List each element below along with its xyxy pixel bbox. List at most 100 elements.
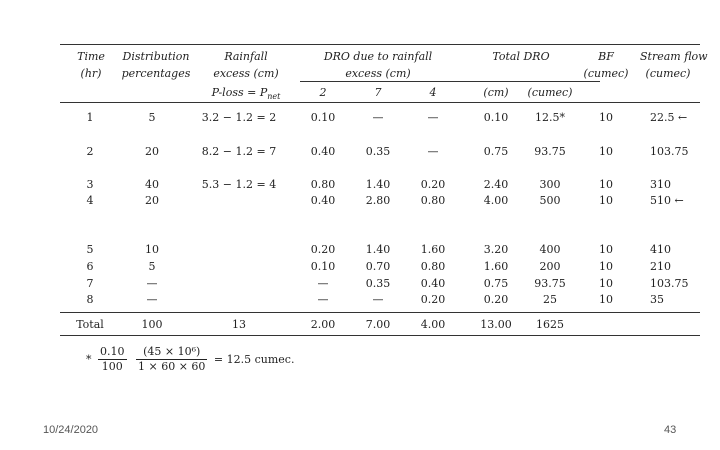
cell-d2: — [317,293,329,306]
total-tcu: 1625 [536,318,564,331]
total-label: Total [76,318,104,331]
header-bf-unit: (cumec) [583,67,629,80]
header-ploss: P-loss = Pnet [211,86,281,102]
header-rainfall: Rainfall [224,50,268,63]
cell-d4: 0.20 [420,178,446,191]
cell-tcu: 200 [539,260,561,273]
header-dro-2: excess (cm) [345,67,411,80]
total-d2: 2.00 [310,318,336,331]
total-d4: 4.00 [420,318,446,331]
header-total-dro: Total DRO [492,50,550,63]
cell-tcm: 0.10 [483,111,509,124]
cell-tcm: 0.75 [483,145,509,158]
header-total-cumec: (cumec) [527,86,573,99]
cell-bf: 10 [599,145,613,158]
cell-tcu: 12.5* [535,111,565,124]
cell-dist: — [146,277,158,290]
cell-bf: 10 [599,243,613,256]
cell-tcu: 300 [539,178,561,191]
dro-header-rule [300,81,600,82]
cell-d2: 0.10 [310,260,336,273]
cell-d4: 0.20 [420,293,446,306]
cell-d7: 0.35 [365,277,391,290]
cell-stream-flow: 103.75 [650,145,689,158]
fraction-1: 0.10 100 [98,345,127,374]
cell-bf: 10 [599,277,613,290]
header-time: Time [77,50,105,63]
cell-time: 8 [86,293,94,306]
table-bottom-rule [60,335,700,336]
header-stream-flow-unit: (cumec) [645,67,691,80]
cell-d7: 0.70 [365,260,391,273]
header-distribution: Distribution [122,50,190,63]
cell-d4: 1.60 [420,243,446,256]
cell-rain: 8.2 − 1.2 = 7 [201,145,277,158]
cell-d2: 0.40 [310,145,336,158]
footnote-star: * [86,353,92,366]
cell-d4: 0.80 [420,260,446,273]
cell-bf: 10 [599,260,613,273]
cell-stream-flow: 310 [650,178,671,191]
header-dro-4cm: 4 [429,86,437,99]
cell-bf: 10 [599,293,613,306]
cell-tcu: 400 [539,243,561,256]
cell-d7: — [372,111,384,124]
cell-dist: 10 [145,243,159,256]
header-dro-2cm: 2 [319,86,327,99]
slide-date: 10/24/2020 [43,424,99,436]
table-top-rule [60,44,700,45]
cell-time: 6 [86,260,94,273]
fraction-1-num: 0.10 [98,345,127,360]
total-rain: 13 [232,318,246,331]
cell-stream-flow: 510 ← [650,194,684,207]
cell-dist: 5 [148,260,156,273]
cell-d2: 0.40 [310,194,336,207]
cell-time: 1 [86,111,94,124]
cell-d2: — [317,277,329,290]
footnote-formula: * 0.10 100 (45 × 10⁶) 1 × 60 × 60 = 12.5… [86,345,294,374]
header-bottom-rule [60,102,700,103]
cell-d4: — [427,111,439,124]
cell-tcu: 500 [539,194,561,207]
cell-stream-flow: 22.5 ← [650,111,688,124]
fraction-2: (45 × 10⁶) 1 × 60 × 60 [136,345,208,374]
header-dro-7cm: 7 [374,86,382,99]
footnote-result: = 12.5 cumec. [213,353,295,366]
cell-stream-flow: 35 [650,293,664,306]
cell-dist: 20 [145,145,159,158]
cell-stream-flow: 410 [650,243,671,256]
cell-d7: 1.40 [365,243,391,256]
fraction-2-den: 1 × 60 × 60 [138,360,206,373]
header-stream-flow: Stream flow [640,50,708,63]
cell-tcu: 93.75 [534,145,566,158]
cell-d2: 0.10 [310,111,336,124]
cell-tcm: 1.60 [483,260,509,273]
header-bf: BF [598,50,614,63]
header-distribution-2: percentages [121,67,191,80]
total-top-rule [60,312,700,313]
cell-time: 7 [86,277,94,290]
cell-dist: 40 [145,178,159,191]
cell-tcu: 25 [543,293,557,306]
cell-d2: 0.80 [310,178,336,191]
cell-stream-flow: 103.75 [650,277,689,290]
cell-time: 3 [86,178,94,191]
cell-dist: 20 [145,194,159,207]
fraction-1-den: 100 [101,360,123,373]
total-dist: 100 [141,318,163,331]
header-time-unit: (hr) [80,67,102,80]
cell-d4: 0.80 [420,194,446,207]
cell-time: 4 [86,194,94,207]
header-total-cm: (cm) [483,86,509,99]
cell-tcm: 4.00 [483,194,509,207]
cell-d7: 2.80 [365,194,391,207]
cell-tcm: 2.40 [483,178,509,191]
header-rainfall-2: excess (cm) [213,67,279,80]
cell-stream-flow: 210 [650,260,671,273]
cell-dist: 5 [148,111,156,124]
cell-time: 2 [86,145,94,158]
slide-page-number: 43 [664,424,677,436]
cell-tcm: 3.20 [483,243,509,256]
cell-bf: 10 [599,111,613,124]
